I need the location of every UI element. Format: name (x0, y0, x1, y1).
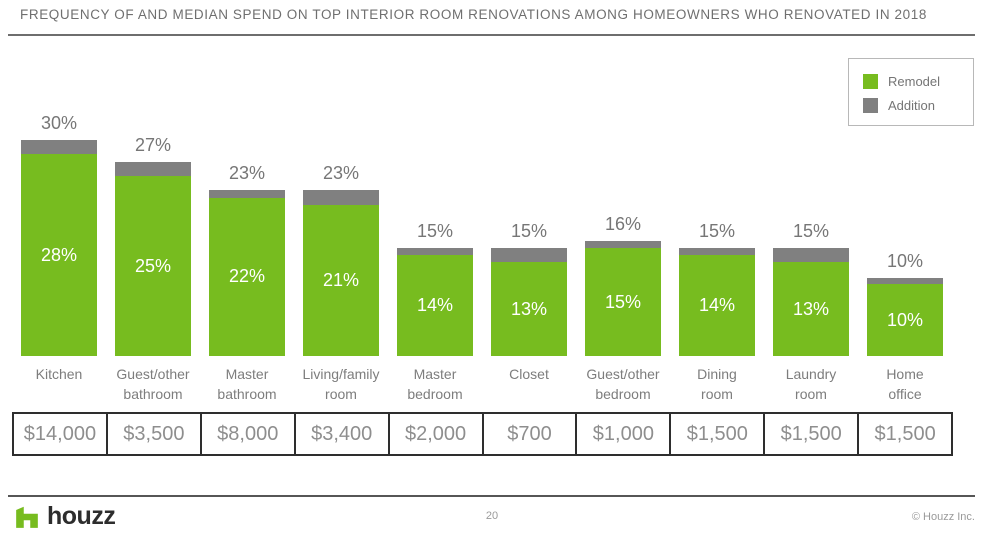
median-spend-cell: $3,500 (105, 412, 202, 456)
addition-segment (397, 248, 473, 256)
stacked-bar: 14% (397, 248, 473, 356)
remodel-percent-label: 13% (510, 298, 548, 319)
median-spend-cell: $1,500 (669, 412, 766, 456)
remodel-segment: 21% (303, 204, 379, 356)
addition-segment (303, 190, 379, 205)
median-spend-cell: $1,000 (575, 412, 672, 456)
stacked-bar: 10% (867, 278, 943, 356)
stacked-bar: 14% (679, 248, 755, 356)
bar-column: 15% 13% (764, 221, 858, 356)
median-spend-table: $14,000 $3,500 $8,000 $3,400 $2,000 $700 $1,00… (12, 412, 954, 456)
houzz-wordmark: houzz (47, 502, 116, 530)
remodel-segment: 13% (773, 262, 849, 356)
page-number: 20 (485, 510, 499, 522)
addition-segment (209, 190, 285, 198)
bar-chart: 30% 28% 27% 25% 23% 22% 23% 21% 15% 14% 15% 13% 16% 1… (12, 0, 952, 356)
category-axis: Kitchen Guest/other bathroom Master bathro… (12, 364, 952, 404)
remodel-segment: 15% (585, 248, 661, 356)
legend-label: Addition (888, 97, 935, 113)
remodel-segment: 28% (21, 154, 97, 356)
addition-segment (585, 240, 661, 248)
median-spend-cell: $1,500 (763, 412, 860, 456)
total-percent-label: 10% (886, 251, 924, 272)
addition-swatch-icon (863, 97, 878, 113)
total-percent-label: 23% (322, 163, 360, 184)
bar-column: 15% 13% (482, 221, 576, 356)
bar-column: 30% 28% (12, 113, 106, 356)
category-label: Dining room (697, 366, 737, 402)
remodel-percent-label: 13% (792, 298, 830, 319)
remodel-percent-label: 14% (416, 295, 454, 316)
median-spend-cell: $2,000 (387, 412, 484, 456)
median-spend-cell: $1,500 (857, 412, 954, 456)
bar-column: 16% 15% (576, 214, 670, 356)
remodel-swatch-icon (863, 73, 878, 89)
median-spend-cell: $8,000 (199, 412, 296, 456)
title-divider (8, 34, 975, 36)
category-label: Living/family room (302, 366, 380, 402)
remodel-percent-label: 10% (886, 309, 924, 330)
bar-column: 23% 21% (294, 163, 388, 356)
copyright-text: © Houzz Inc. (911, 511, 975, 523)
page-title: FREQUENCY OF AND MEDIAN SPEND ON TOP INT… (20, 7, 927, 22)
stacked-bar: 21% (303, 190, 379, 356)
stacked-bar: 13% (773, 248, 849, 356)
houzz-house-icon (16, 506, 38, 528)
legend-item-addition: Addition (863, 93, 973, 117)
remodel-segment: 13% (491, 262, 567, 356)
remodel-percent-label: 15% (604, 291, 642, 312)
addition-segment (21, 140, 97, 155)
total-percent-label: 15% (698, 221, 736, 242)
total-percent-label: 23% (228, 163, 266, 184)
median-spend-cell: $700 (481, 412, 578, 456)
remodel-percent-label: 22% (228, 266, 266, 287)
median-spend-cell: $3,400 (293, 412, 390, 456)
remodel-segment: 25% (115, 176, 191, 356)
total-percent-label: 15% (416, 221, 454, 242)
remodel-segment: 10% (867, 284, 943, 356)
bar-column: 15% 14% (388, 221, 482, 356)
category-label: Kitchen (35, 366, 83, 382)
chart-legend: Remodel Addition (848, 58, 974, 126)
category-label: Guest/other bathroom (116, 366, 190, 402)
remodel-percent-label: 21% (322, 269, 360, 290)
remodel-segment: 14% (397, 255, 473, 356)
legend-item-remodel: Remodel (863, 69, 973, 93)
remodel-percent-label: 25% (134, 255, 172, 276)
addition-segment (867, 278, 943, 284)
total-percent-label: 27% (134, 134, 172, 155)
remodel-percent-label: 14% (698, 295, 736, 316)
legend-label: Remodel (888, 73, 941, 89)
category-label: Master bathroom (217, 366, 277, 402)
category-label: Guest/other bedroom (586, 366, 660, 402)
addition-segment (115, 161, 191, 176)
stacked-bar: 15% (585, 240, 661, 356)
stacked-bar: 22% (209, 190, 285, 356)
total-percent-label: 30% (40, 113, 78, 134)
category-label: Home office (886, 366, 924, 402)
category-label: Master bedroom (407, 366, 463, 402)
addition-segment (773, 248, 849, 263)
remodel-percent-label: 28% (40, 244, 78, 265)
stacked-bar: 13% (491, 248, 567, 356)
total-percent-label: 15% (510, 221, 548, 242)
stacked-bar: 25% (115, 161, 191, 356)
footer-divider (8, 495, 975, 497)
remodel-segment: 22% (209, 197, 285, 356)
bar-column: 23% 22% (200, 163, 294, 356)
bar-column: 10% 10% (858, 251, 952, 356)
bar-column: 27% 25% (106, 135, 200, 356)
category-label: Closet (509, 366, 549, 382)
addition-segment (679, 248, 755, 256)
total-percent-label: 16% (604, 213, 642, 234)
addition-segment (491, 248, 567, 263)
bar-column: 15% 14% (670, 221, 764, 356)
houzz-logo: houzz (14, 502, 116, 531)
median-spend-cell: $14,000 (12, 412, 108, 456)
remodel-segment: 14% (679, 255, 755, 356)
total-percent-label: 15% (792, 221, 830, 242)
stacked-bar: 28% (21, 140, 97, 356)
category-label: Laundry room (785, 366, 837, 402)
